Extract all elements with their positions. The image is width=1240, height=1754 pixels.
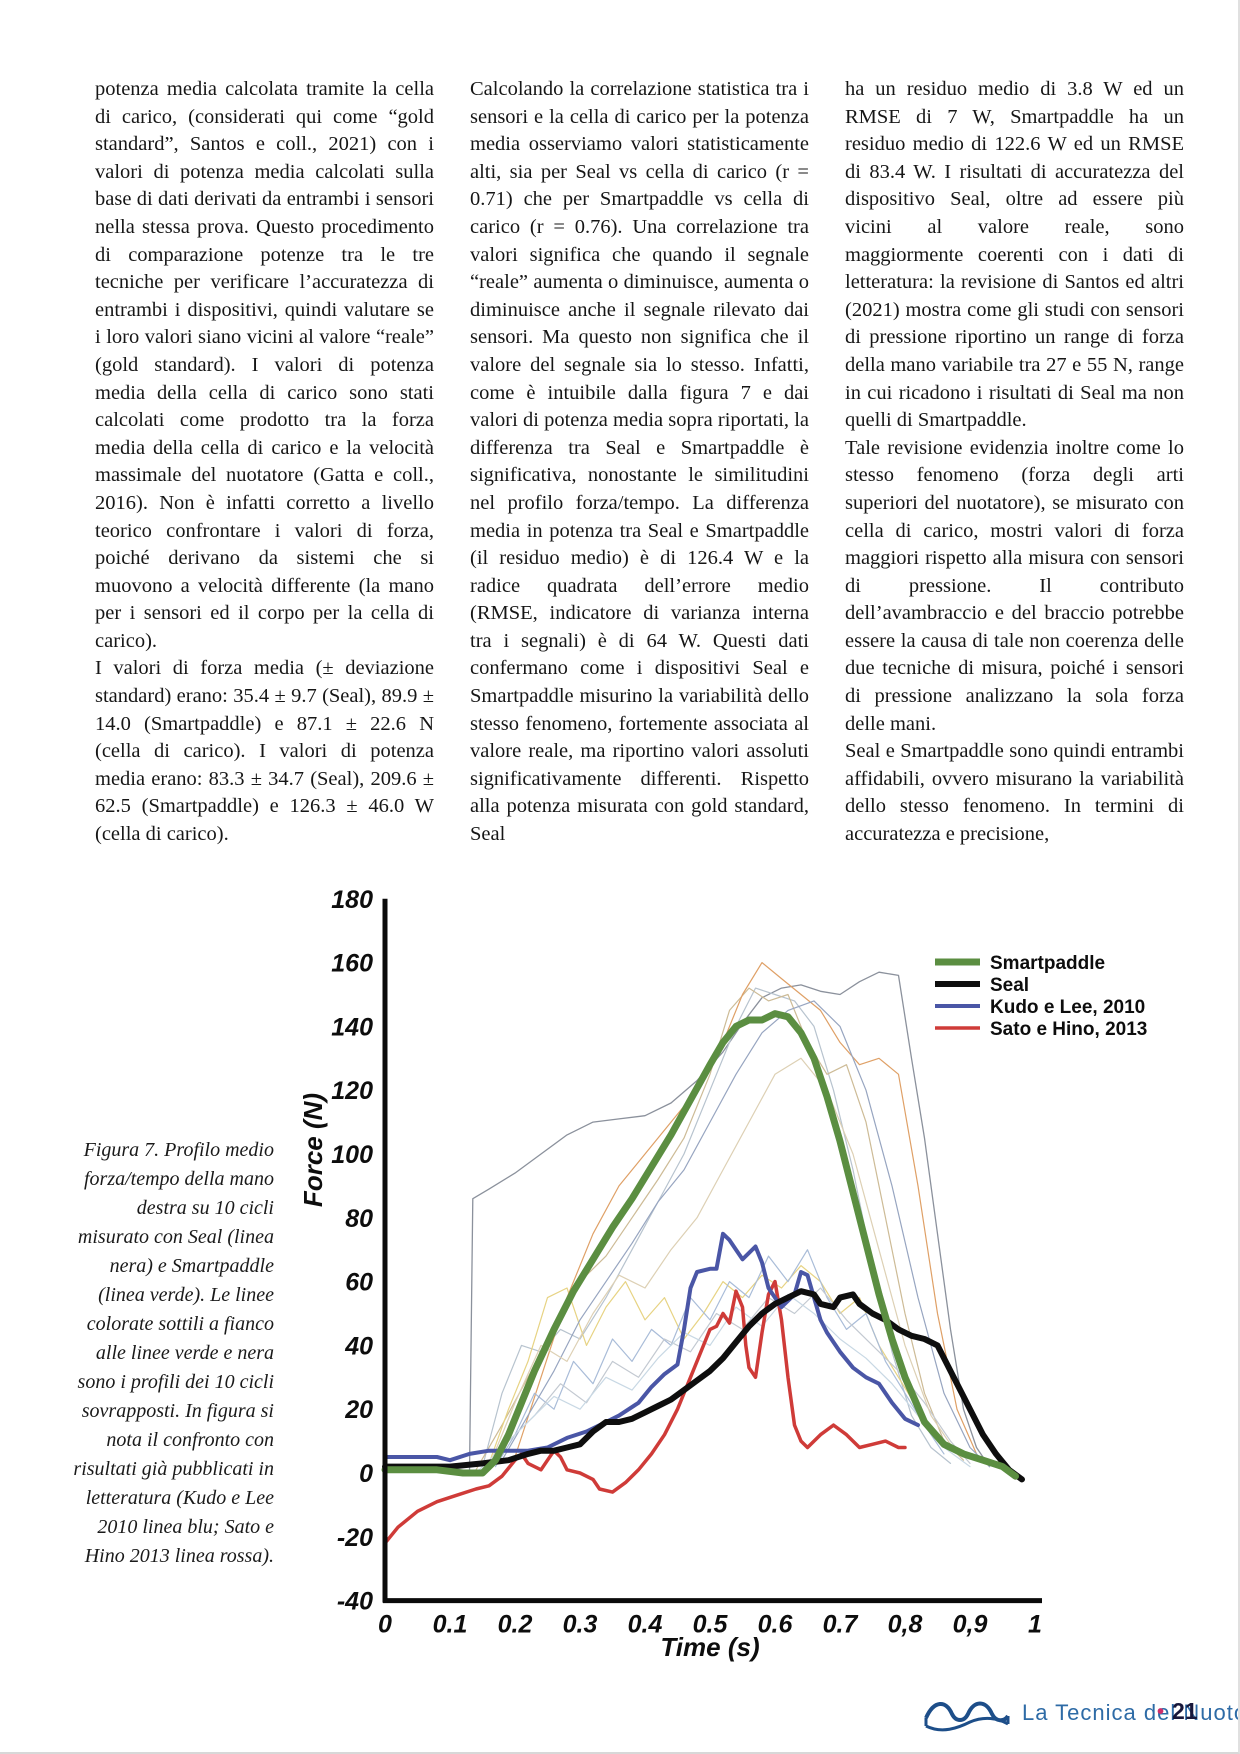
text-column-2: Calcolando la correlazione statistica tr… (470, 76, 809, 849)
y-tick-label: 40 (344, 1332, 373, 1360)
plot-lines (381, 961, 1025, 1545)
legend-label: Seal (990, 975, 1029, 996)
wave-base-line (925, 1716, 1009, 1732)
text-column-1: potenza media calcolata tramite la cella… (95, 76, 434, 849)
series-cycle-8 (501, 1000, 991, 1468)
paragraph: I valori di forza media (± deviazione st… (95, 657, 434, 846)
wave-edge-lines (924, 1716, 1010, 1726)
y-tick-label: 160 (331, 950, 373, 978)
footer-brand: La Tecnica del Nuoto (1022, 1700, 1240, 1725)
x-tick-label: 0.2 (498, 1611, 533, 1639)
footer-page-number: 21 (1172, 1698, 1198, 1724)
y-tick-label: 20 (344, 1396, 373, 1424)
y-tick-label: -40 (337, 1588, 373, 1616)
y-axis-title: Force (N) (298, 1093, 328, 1207)
y-tick-label: 120 (331, 1077, 373, 1105)
series-cycle-10 (475, 1293, 971, 1474)
series-cycle-5 (514, 961, 978, 1458)
series-kudo-e-lee-2010 (383, 1231, 920, 1463)
x-tick-label: 0.5 (693, 1611, 729, 1639)
paragraph: ha un residuo medio di 3.8 W ed un RMSE … (845, 78, 1184, 432)
series-cycle-9 (488, 1057, 958, 1468)
y-tick-label: 0 (359, 1460, 373, 1488)
series-cycle-6 (494, 1249, 945, 1468)
x-tick-label: 0.6 (758, 1611, 794, 1639)
x-tick-label: 0.1 (433, 1611, 468, 1639)
legend-label: Smartpaddle (990, 953, 1105, 974)
paragraph: Seal e Smartpaddle sono quindi entrambi … (845, 740, 1184, 846)
y-tick-label: -20 (337, 1524, 373, 1552)
y-tick-label: 60 (345, 1269, 373, 1297)
x-tick-label: 0,8 (888, 1611, 923, 1639)
figure-7-chart: 180 160 140 120 100 80 60 40 20 0 -20 -40 0 0.1 0.2 0.3… (280, 870, 1238, 1670)
x-tick-label: 0 (378, 1611, 392, 1639)
y-tick-label: 180 (331, 886, 373, 914)
paragraph: Tale revisione evidenzia inoltre come lo… (845, 436, 1184, 735)
text-column-3: ha un residuo medio di 3.8 W ed un RMSE … (845, 76, 1184, 849)
legend-label: Sato e Hino, 2013 (990, 1019, 1147, 1040)
waves-logo (924, 1701, 1010, 1732)
y-tick-label: 100 (331, 1141, 373, 1169)
x-tick-label: 0.3 (563, 1611, 598, 1639)
paragraph: Calcolando la correlazione statistica tr… (470, 78, 809, 846)
series-smartpaddle (381, 1010, 1019, 1480)
x-tick-label: 1 (1028, 1611, 1042, 1639)
paragraph: potenza media calcolata tramite la cella… (95, 78, 434, 652)
x-tick-label: 0,9 (953, 1611, 988, 1639)
footer-separator-dot: • (1157, 1701, 1165, 1723)
x-tick-label: 0.4 (628, 1611, 663, 1639)
series-seal (382, 1288, 1025, 1483)
x-tick-label: 0.7 (823, 1611, 859, 1639)
article-body: potenza media calcolata tramite la cella… (95, 76, 1185, 849)
figure-caption: Figura 7. Profilo medio forza/tempo dell… (73, 1139, 274, 1567)
x-axis-title: Time (s) (660, 1632, 759, 1662)
y-tick-label: 80 (345, 1205, 373, 1233)
y-tick-label: 140 (331, 1013, 373, 1041)
legend-label: Kudo e Lee, 2010 (990, 997, 1145, 1018)
